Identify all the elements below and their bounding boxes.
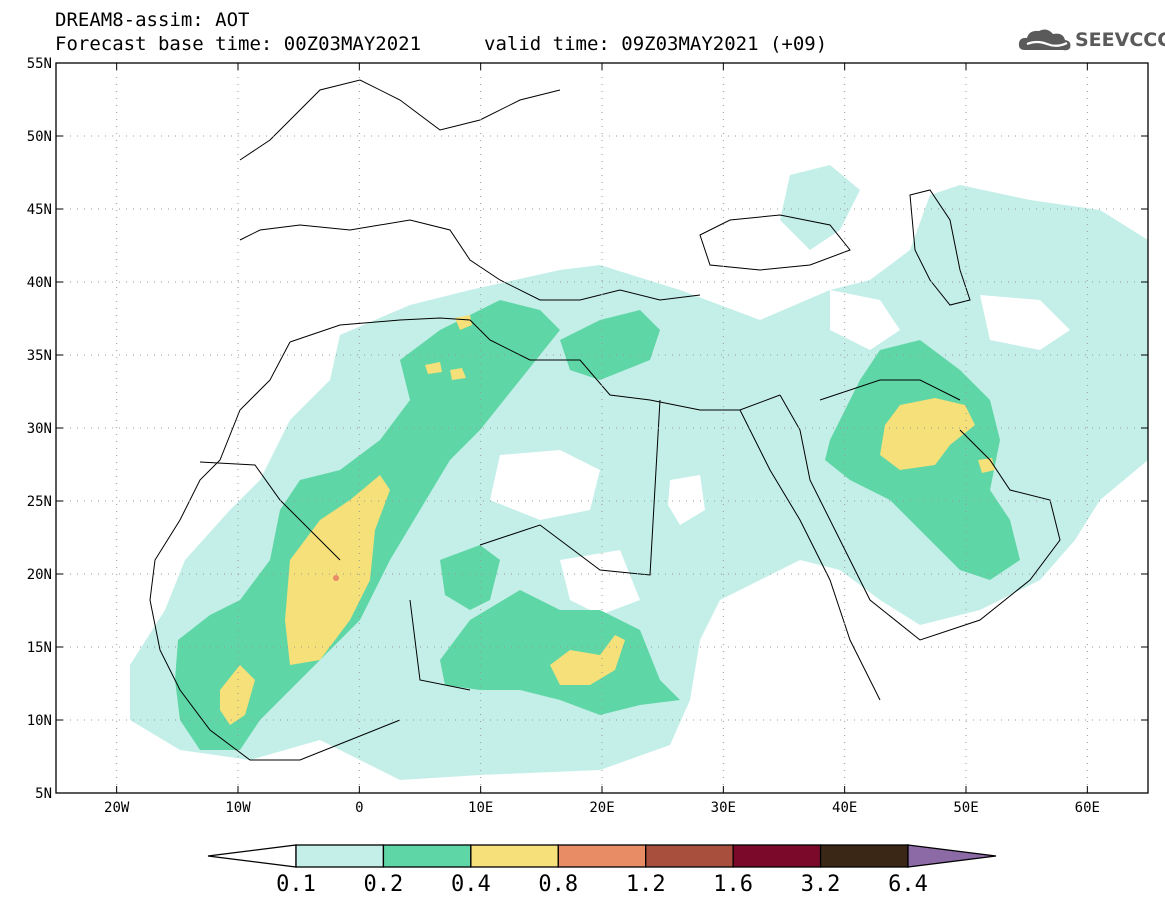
lon-label: 10W	[225, 800, 251, 816]
aot-hole-3	[830, 290, 900, 350]
border-sahara-1	[199, 461, 341, 561]
lon-label: 40E	[832, 800, 857, 816]
lat-label: 30N	[27, 421, 52, 437]
border-middle-east	[819, 379, 961, 401]
lon-label: 20W	[104, 800, 130, 816]
coastline-europe-north	[239, 79, 561, 161]
coastline-red-sea	[739, 409, 881, 701]
colorbar-swatch	[557, 844, 647, 868]
aot-region-green-chad	[440, 590, 680, 715]
border-sahara-2	[479, 399, 661, 576]
aot-region-yellow-sudan	[550, 635, 625, 685]
lon-label: 20E	[589, 800, 614, 816]
lat-label: 25N	[27, 494, 52, 510]
lon-label: 10E	[468, 800, 493, 816]
colorbar-swatch	[382, 844, 472, 868]
colorbar: 0.1 0.2 0.4 0.8 1.2 1.6 3.2 6.4	[207, 844, 997, 897]
colorbar-label: 0.1	[276, 872, 316, 897]
lon-label: 30E	[711, 800, 736, 816]
border-sahara-3	[409, 599, 471, 691]
colorbar-min-arrow	[207, 844, 297, 868]
map-title: DREAM8-assim: AOT	[55, 9, 250, 31]
lat-label: 40N	[27, 275, 52, 291]
aot-region-yellow-guinea	[220, 665, 255, 725]
lon-label: 0	[355, 800, 363, 816]
aot-hole-4	[560, 550, 640, 615]
coastline-arabia	[779, 394, 1061, 641]
colorbar-label: 0.4	[451, 872, 491, 897]
aot-region-yellow-mali	[285, 475, 390, 665]
longitude-axis: 20W 10W 0 10E 20E 30E 40E 50E 60E	[104, 63, 1100, 816]
logo-text: SEEVCCC	[1075, 29, 1165, 51]
coastline-med-south	[289, 317, 781, 411]
colorbar-swatch	[470, 844, 559, 868]
colorbar-label: 1.6	[713, 872, 753, 897]
colorbar-label: 6.4	[888, 872, 928, 897]
forecast-base-time: Forecast base time: 00Z03MAY2021	[55, 33, 422, 55]
aot-region-orange-mali	[333, 575, 339, 581]
aot-region-light-black-sea	[780, 165, 860, 250]
lat-label: 35N	[27, 348, 52, 364]
lat-label: 15N	[27, 640, 52, 656]
lat-label: 20N	[27, 567, 52, 583]
colorbar-swatch	[732, 844, 822, 868]
coastline-europe-south	[239, 219, 701, 301]
aot-contours	[130, 79, 1148, 780]
colorbar-label: 1.2	[626, 872, 666, 897]
lat-label: 55N	[27, 56, 52, 72]
colorbar-label: 0.2	[364, 872, 404, 897]
aot-hole-1	[490, 450, 600, 520]
colorbar-label: 0.8	[538, 872, 578, 897]
aot-region-yellow-libya	[450, 368, 466, 380]
aot-hole-5	[800, 565, 880, 700]
aot-hole-2	[668, 475, 705, 525]
grid-lines	[56, 63, 1148, 793]
aot-hole-6	[980, 295, 1070, 350]
lat-label: 5N	[35, 786, 52, 802]
lat-label: 45N	[27, 202, 52, 218]
lon-label: 60E	[1075, 800, 1100, 816]
aot-region-yellow-tunisia	[455, 315, 472, 330]
lon-label: 50E	[953, 800, 978, 816]
aot-region-green-med	[560, 310, 660, 380]
colorbar-swatch	[295, 844, 385, 868]
colorbar-swatch	[819, 844, 909, 868]
colorbar-swatch	[645, 844, 734, 868]
cloud-icon	[1018, 29, 1071, 51]
coastline-caspian	[909, 189, 971, 306]
valid-time: valid time: 09Z03MAY2021 (+09)	[484, 33, 828, 55]
colorbar-max-arrow	[907, 844, 997, 868]
lat-label: 50N	[27, 129, 52, 145]
seevccc-logo: SEEVCCC	[1017, 26, 1165, 54]
latitude-axis: 55N 50N 45N 40N 35N 30N 25N 20N 15N 10N 5N	[27, 56, 1148, 802]
aot-region-yellow-iraq	[880, 398, 975, 470]
coastline-africa-west	[149, 341, 401, 761]
lat-label: 10N	[27, 713, 52, 729]
aot-region-green-niger	[440, 545, 500, 610]
colorbar-label: 3.2	[801, 872, 841, 897]
aot-region-yellow-algeria	[425, 362, 442, 374]
coastline-black-sea	[699, 214, 851, 271]
